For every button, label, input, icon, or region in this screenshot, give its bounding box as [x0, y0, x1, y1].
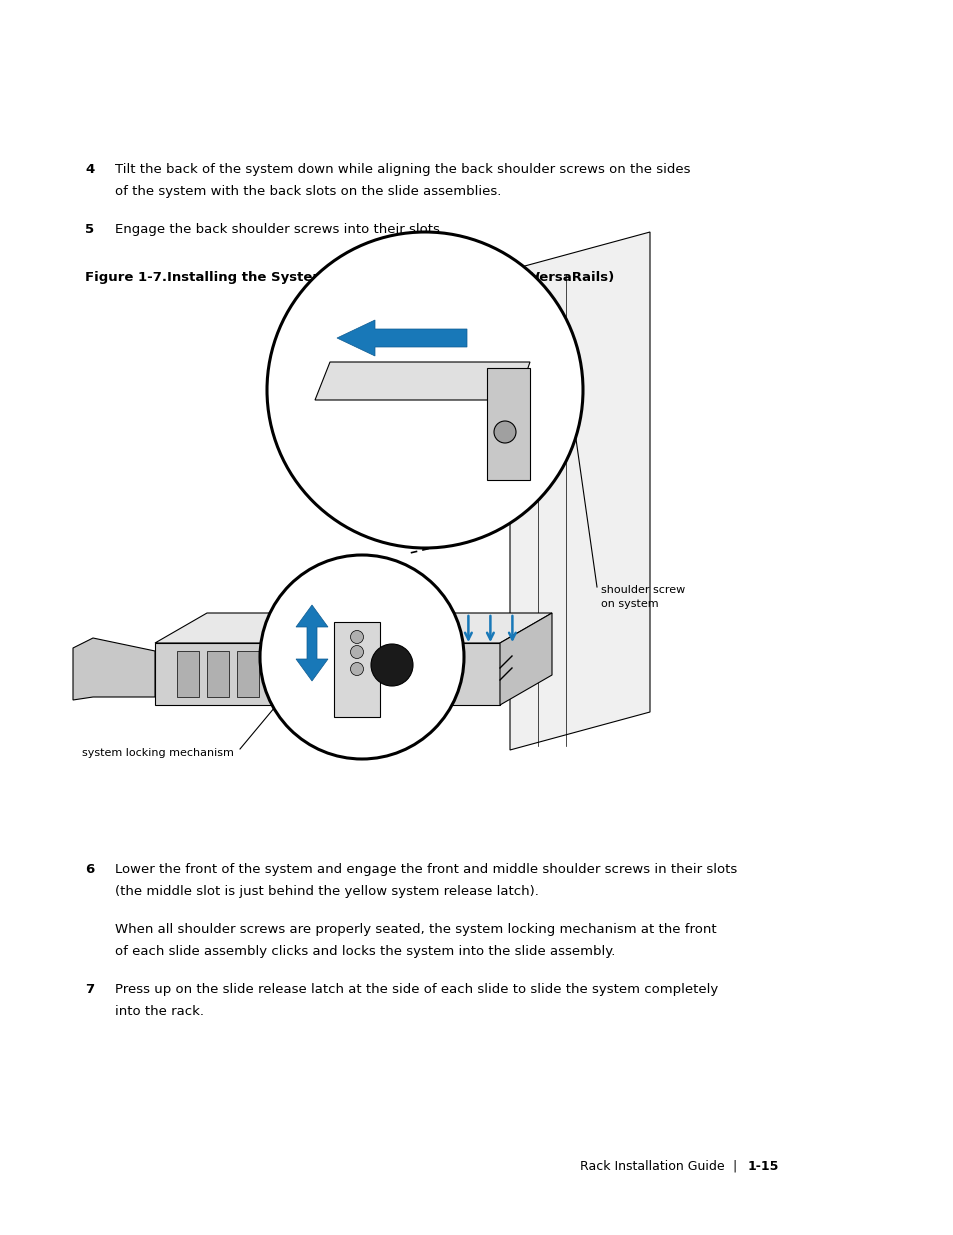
Circle shape: [350, 646, 363, 658]
Text: into the rack.: into the rack.: [115, 1005, 204, 1018]
Text: Engage the back shoulder screws into their slots.: Engage the back shoulder screws into the…: [115, 224, 443, 236]
Text: system locking mechanism: system locking mechanism: [82, 748, 233, 758]
Text: Lower the front of the system and engage the front and middle shoulder screws in: Lower the front of the system and engage…: [115, 863, 737, 876]
Polygon shape: [73, 638, 154, 700]
Polygon shape: [154, 613, 552, 643]
Polygon shape: [336, 320, 467, 356]
Text: Figure 1-7.: Figure 1-7.: [85, 270, 167, 284]
Text: 1-15: 1-15: [747, 1160, 779, 1173]
Text: (the middle slot is just behind the yellow system release latch).: (the middle slot is just behind the yell…: [115, 885, 538, 898]
Polygon shape: [334, 622, 379, 718]
Text: 4: 4: [85, 163, 94, 177]
Polygon shape: [510, 232, 649, 750]
Text: 6: 6: [85, 863, 94, 876]
Text: 7: 7: [85, 983, 94, 995]
Text: Press up on the slide release latch at the side of each slide to slide the syste: Press up on the slide release latch at t…: [115, 983, 718, 995]
Polygon shape: [207, 651, 229, 697]
Polygon shape: [486, 368, 530, 480]
Polygon shape: [236, 651, 258, 697]
Text: Tilt the back of the system down while aligning the back shoulder screws on the : Tilt the back of the system down while a…: [115, 163, 690, 177]
Circle shape: [260, 555, 463, 760]
Text: of the system with the back slots on the slide assemblies.: of the system with the back slots on the…: [115, 185, 501, 198]
Polygon shape: [314, 362, 530, 400]
Text: shoulder screw
on system: shoulder screw on system: [600, 585, 684, 609]
Polygon shape: [177, 651, 199, 697]
Circle shape: [371, 643, 413, 685]
Text: of each slide assembly clicks and locks the system into the slide assembly.: of each slide assembly clicks and locks …: [115, 945, 615, 958]
Text: Rack Installation Guide: Rack Installation Guide: [579, 1160, 724, 1173]
Text: 5: 5: [85, 224, 94, 236]
Circle shape: [267, 232, 582, 548]
Polygon shape: [499, 613, 552, 705]
Circle shape: [350, 631, 363, 643]
Text: When all shoulder screws are properly seated, the system locking mechanism at th: When all shoulder screws are properly se…: [115, 923, 716, 936]
Text: Installing the System in the Rack (RapidRails or VersaRails): Installing the System in the Rack (Rapid…: [167, 270, 614, 284]
Circle shape: [494, 421, 516, 443]
Polygon shape: [154, 643, 499, 705]
Polygon shape: [295, 605, 328, 680]
Text: |: |: [731, 1160, 736, 1173]
Circle shape: [350, 662, 363, 676]
